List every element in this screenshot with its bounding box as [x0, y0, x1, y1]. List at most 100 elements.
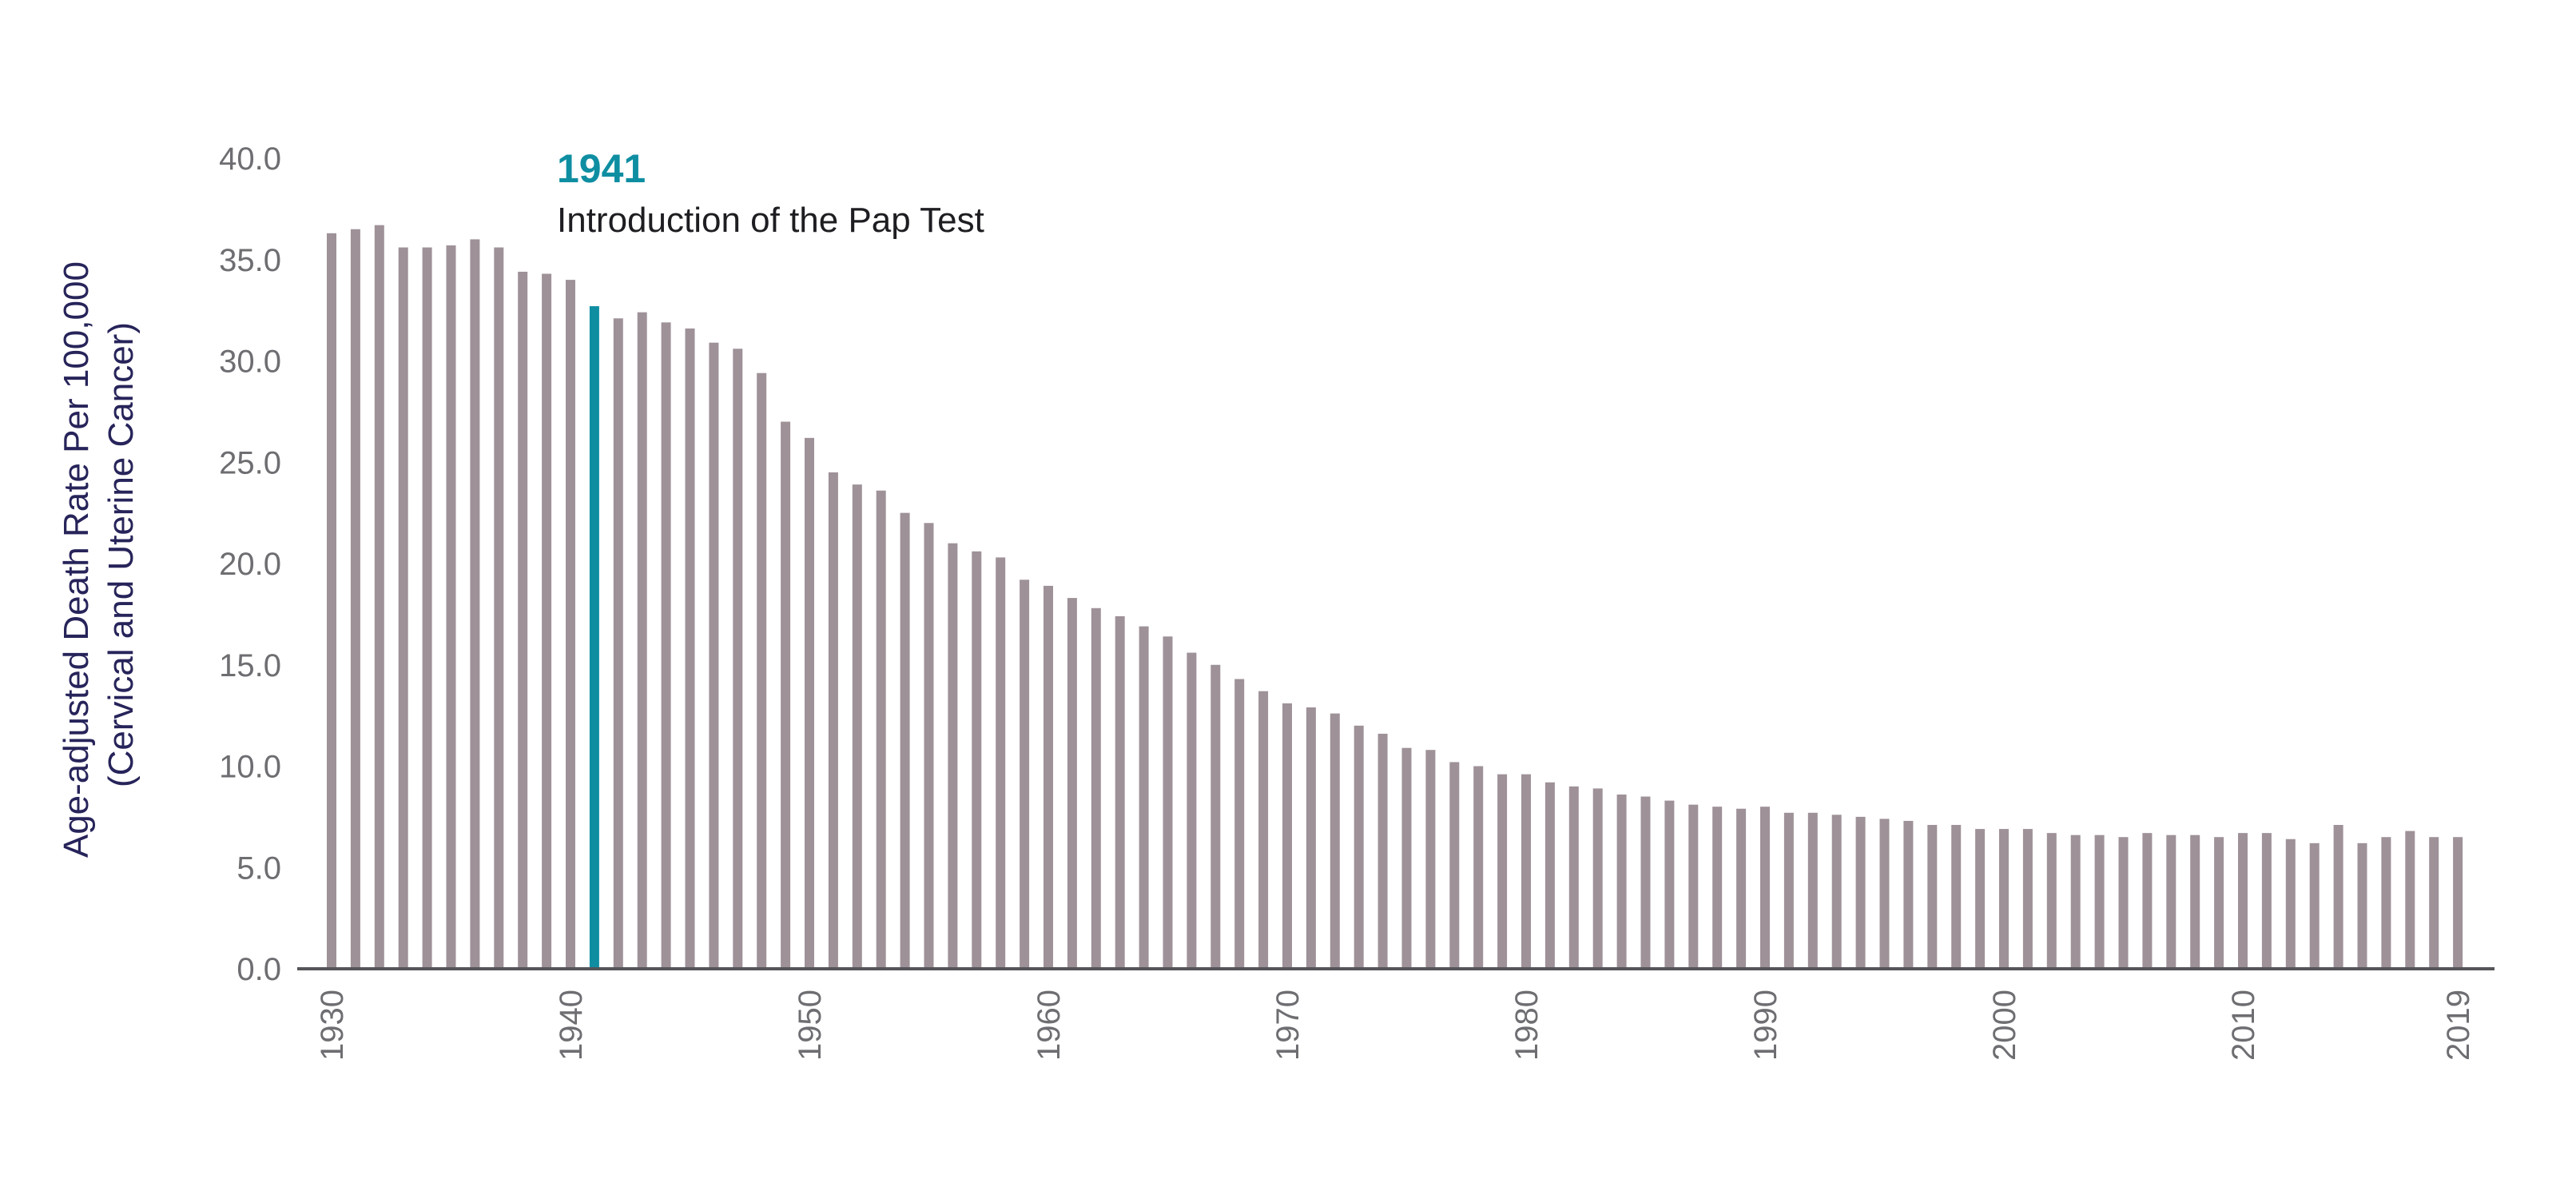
- bar-1957: [972, 551, 982, 969]
- y-tick-label: 35.0: [219, 243, 281, 278]
- bar-1955: [924, 523, 934, 969]
- bar-1967: [1210, 664, 1221, 969]
- bar-2007: [2166, 835, 2176, 969]
- bar-2005: [2118, 837, 2129, 969]
- bar-1932: [374, 225, 384, 969]
- bar-1960: [1044, 585, 1053, 969]
- bar-1981: [1544, 782, 1555, 969]
- bar-2002: [2046, 833, 2057, 969]
- bar-1978: [1473, 766, 1484, 969]
- bar-2000: [1999, 829, 2009, 969]
- bar-1987: [1688, 804, 1699, 969]
- bar-1930: [327, 233, 336, 969]
- bar-1962: [1091, 607, 1101, 969]
- y-axis-label-line2: (Cervical and Uterine Cancer): [101, 322, 141, 787]
- x-tick-label: 1940: [554, 990, 589, 1061]
- bar-2004: [2094, 835, 2105, 969]
- annotation-year: 1941: [557, 146, 646, 191]
- bar-1977: [1449, 762, 1460, 969]
- bar-1946: [709, 342, 719, 969]
- bar-1943: [637, 312, 647, 969]
- bars: [327, 225, 2463, 970]
- bar-1968: [1234, 679, 1245, 969]
- bar-1931: [350, 229, 360, 970]
- bar-1944: [661, 322, 671, 970]
- bar-1969: [1258, 691, 1269, 969]
- x-tick-label: 1930: [315, 990, 350, 1061]
- bar-1939: [542, 273, 552, 969]
- bar-2016: [2381, 837, 2391, 969]
- gridlines: [297, 157, 2495, 869]
- x-tick-label: 1960: [1032, 990, 1067, 1061]
- bar-2013: [2309, 842, 2320, 969]
- bar-2014: [2333, 825, 2343, 969]
- bar-1942: [613, 318, 623, 969]
- bar-1945: [685, 328, 695, 969]
- y-tick-label: 0.0: [237, 952, 281, 987]
- bar-1947: [733, 349, 743, 969]
- bar-1954: [900, 512, 910, 969]
- bar-1988: [1712, 807, 1723, 969]
- y-tick-label: 15.0: [219, 648, 281, 683]
- x-tick-label: 1980: [1509, 990, 1544, 1061]
- bar-1972: [1330, 713, 1340, 969]
- bar-1993: [1831, 815, 1842, 969]
- bar-1989: [1736, 808, 1747, 969]
- bar-1956: [948, 543, 958, 969]
- bar-1985: [1640, 796, 1651, 969]
- bar-1996: [1903, 820, 1914, 969]
- bar-1986: [1664, 800, 1675, 969]
- bar-1949: [781, 421, 791, 969]
- x-tick-label: 2019: [2441, 990, 2476, 1061]
- y-tick-label: 30.0: [219, 345, 281, 380]
- y-tick-label: 20.0: [219, 547, 281, 582]
- bar-1959: [1020, 580, 1030, 969]
- bar-2009: [2214, 837, 2224, 969]
- y-tick-label: 40.0: [219, 141, 281, 177]
- annotation-background: [537, 137, 1055, 249]
- bar-1971: [1306, 707, 1316, 969]
- bar-1990: [1760, 807, 1770, 969]
- y-axis-label: Age-adjusted Death Rate Per 100,000 (Cer…: [57, 252, 141, 858]
- bar-1995: [1879, 819, 1890, 969]
- bar-1964: [1139, 626, 1149, 969]
- bar-1935: [446, 245, 456, 969]
- bar-1965: [1163, 636, 1173, 969]
- y-tick-label: 10.0: [219, 750, 281, 785]
- x-axis-ticks: 1930 1940 1950 1960 1970 1980 1990 2000 2010 2019: [315, 990, 2476, 1061]
- bar-1980: [1521, 774, 1531, 969]
- x-tick-label: 2000: [1987, 990, 2022, 1061]
- y-tick-label: 25.0: [219, 445, 281, 480]
- bar-2008: [2190, 835, 2200, 969]
- bar-1982: [1568, 786, 1579, 969]
- bar-1951: [828, 472, 838, 969]
- bar-1994: [1855, 816, 1866, 969]
- bar-1936: [470, 239, 480, 969]
- bar-2001: [2022, 829, 2033, 969]
- bar-1952: [852, 484, 862, 969]
- bar-1940: [566, 280, 575, 970]
- bar-1948: [757, 372, 767, 970]
- bar-2010: [2238, 833, 2248, 969]
- bar-1950: [805, 437, 814, 969]
- y-axis-label-line1: Age-adjusted Death Rate Per 100,000: [57, 261, 96, 858]
- bar-1976: [1425, 750, 1436, 969]
- bar-1999: [1975, 829, 1986, 969]
- bar-2003: [2070, 835, 2081, 969]
- bar-1997: [1927, 825, 1938, 969]
- bar-2017: [2405, 831, 2415, 969]
- bar-1974: [1377, 733, 1388, 969]
- y-axis-ticks: 0.0 5.0 10.0 15.0 20.0 25.0 30.0 35.0 40.0: [219, 141, 281, 987]
- bar-2018: [2429, 837, 2439, 969]
- bar-1958: [996, 557, 1006, 969]
- bar-1973: [1354, 725, 1364, 969]
- x-tick-label: 1970: [1270, 990, 1306, 1061]
- annotation-text: Introduction of the Pap Test: [557, 201, 984, 240]
- x-tick-label: 1990: [1748, 990, 1783, 1061]
- bar-1979: [1497, 774, 1508, 969]
- y-tick-label: 5.0: [237, 850, 281, 886]
- bar-1970: [1282, 703, 1292, 969]
- bar-2015: [2357, 842, 2367, 969]
- bar-1998: [1951, 825, 1962, 969]
